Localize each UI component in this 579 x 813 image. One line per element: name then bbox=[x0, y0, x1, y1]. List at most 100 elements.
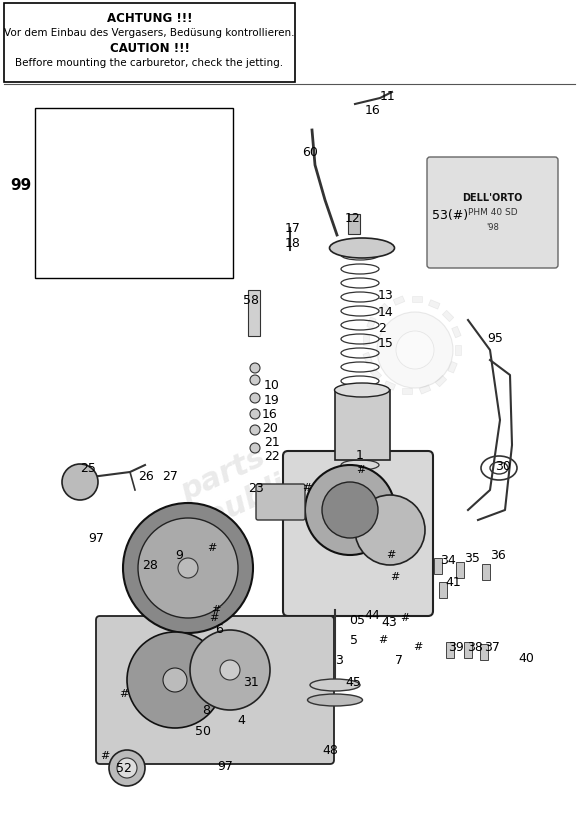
Text: 05: 05 bbox=[349, 614, 365, 627]
Text: #: # bbox=[390, 572, 400, 582]
Text: 45: 45 bbox=[345, 676, 361, 689]
Bar bbox=[4, 3, 295, 82]
Text: 60: 60 bbox=[302, 146, 318, 159]
Text: 50: 50 bbox=[195, 724, 211, 737]
Text: 9: 9 bbox=[175, 549, 183, 562]
Bar bbox=[428, 300, 440, 309]
Ellipse shape bbox=[335, 383, 390, 397]
Circle shape bbox=[123, 503, 253, 633]
Text: 12: 12 bbox=[345, 211, 361, 224]
Circle shape bbox=[178, 558, 198, 578]
Text: #: # bbox=[211, 605, 221, 615]
Bar bbox=[419, 385, 431, 394]
Text: PHM 40 SD: PHM 40 SD bbox=[468, 208, 517, 217]
Bar bbox=[482, 564, 490, 580]
Text: 4: 4 bbox=[237, 714, 245, 727]
Text: 5: 5 bbox=[350, 633, 358, 646]
Text: 1: 1 bbox=[356, 449, 364, 462]
Text: 52: 52 bbox=[116, 762, 132, 775]
Circle shape bbox=[355, 495, 425, 565]
Text: 25: 25 bbox=[80, 462, 96, 475]
Bar bbox=[480, 644, 488, 660]
FancyBboxPatch shape bbox=[427, 157, 558, 268]
Circle shape bbox=[322, 482, 378, 538]
Text: 99: 99 bbox=[10, 177, 31, 193]
Text: 27: 27 bbox=[162, 469, 178, 482]
Ellipse shape bbox=[307, 694, 362, 706]
Text: 30: 30 bbox=[495, 459, 511, 472]
Text: 53(#): 53(#) bbox=[432, 208, 468, 221]
Bar bbox=[448, 362, 457, 373]
Text: 97: 97 bbox=[88, 532, 104, 545]
Circle shape bbox=[127, 632, 223, 728]
Text: 7: 7 bbox=[395, 654, 403, 667]
Bar bbox=[393, 296, 405, 305]
Text: 43: 43 bbox=[381, 615, 397, 628]
Text: #: # bbox=[400, 613, 409, 623]
Text: 11: 11 bbox=[380, 89, 396, 102]
Text: 31: 31 bbox=[243, 676, 259, 689]
Text: #: # bbox=[207, 543, 217, 553]
Ellipse shape bbox=[329, 238, 394, 258]
Circle shape bbox=[62, 464, 98, 500]
Circle shape bbox=[377, 312, 453, 388]
Bar bbox=[412, 296, 422, 302]
Text: 95: 95 bbox=[487, 332, 503, 345]
Text: #: # bbox=[119, 689, 129, 699]
Bar bbox=[367, 317, 376, 328]
Text: Beffore mounting the carburetor, check the jetting.: Beffore mounting the carburetor, check t… bbox=[16, 58, 284, 68]
Text: 23: 23 bbox=[248, 481, 264, 494]
Text: 10: 10 bbox=[264, 379, 280, 392]
Circle shape bbox=[250, 363, 260, 373]
Text: 36: 36 bbox=[490, 549, 505, 562]
Text: 34: 34 bbox=[440, 554, 456, 567]
Circle shape bbox=[109, 750, 145, 786]
Circle shape bbox=[396, 331, 434, 369]
FancyBboxPatch shape bbox=[283, 451, 433, 616]
Text: CAUTION !!!: CAUTION !!! bbox=[109, 41, 189, 54]
Text: #: # bbox=[100, 751, 109, 761]
Text: #: # bbox=[356, 465, 365, 475]
Circle shape bbox=[138, 518, 238, 618]
Circle shape bbox=[250, 409, 260, 419]
Text: 39: 39 bbox=[448, 641, 464, 654]
Bar bbox=[384, 381, 395, 390]
Text: 26: 26 bbox=[138, 469, 154, 482]
Text: 21: 21 bbox=[264, 436, 280, 449]
Bar bbox=[442, 311, 454, 322]
Bar bbox=[456, 562, 464, 578]
Text: 17: 17 bbox=[285, 221, 301, 234]
Circle shape bbox=[250, 425, 260, 435]
Circle shape bbox=[250, 393, 260, 403]
Bar bbox=[335, 390, 390, 460]
Text: ACHTUNG !!!: ACHTUNG !!! bbox=[107, 11, 192, 24]
Bar bbox=[435, 376, 446, 387]
Text: #: # bbox=[302, 483, 312, 493]
Text: 40: 40 bbox=[518, 651, 534, 664]
Text: 37: 37 bbox=[484, 641, 500, 654]
Bar bbox=[35, 108, 233, 278]
Text: #: # bbox=[413, 642, 422, 652]
Text: 18: 18 bbox=[285, 237, 301, 250]
Bar bbox=[348, 214, 360, 234]
Text: 22: 22 bbox=[264, 450, 280, 463]
Circle shape bbox=[190, 630, 270, 710]
Text: 20: 20 bbox=[262, 421, 278, 434]
Text: #: # bbox=[386, 550, 395, 560]
Text: #: # bbox=[209, 613, 218, 623]
Text: DELL'ORTO: DELL'ORTO bbox=[462, 193, 523, 202]
Text: 6: 6 bbox=[215, 623, 223, 636]
Text: #: # bbox=[378, 635, 387, 645]
Text: 14: 14 bbox=[378, 306, 394, 319]
Circle shape bbox=[305, 465, 395, 555]
Text: 8: 8 bbox=[202, 703, 210, 716]
Text: 3: 3 bbox=[335, 654, 343, 667]
Text: 48: 48 bbox=[322, 744, 338, 757]
Text: 58: 58 bbox=[243, 293, 259, 307]
Bar bbox=[363, 352, 372, 363]
Bar bbox=[452, 326, 461, 337]
Bar bbox=[439, 582, 447, 598]
Text: 41: 41 bbox=[445, 576, 461, 589]
Text: Vor dem Einbau des Vergasers, Bedüsung kontrollieren.: Vor dem Einbau des Vergasers, Bedüsung k… bbox=[4, 28, 295, 38]
Bar bbox=[446, 642, 454, 658]
